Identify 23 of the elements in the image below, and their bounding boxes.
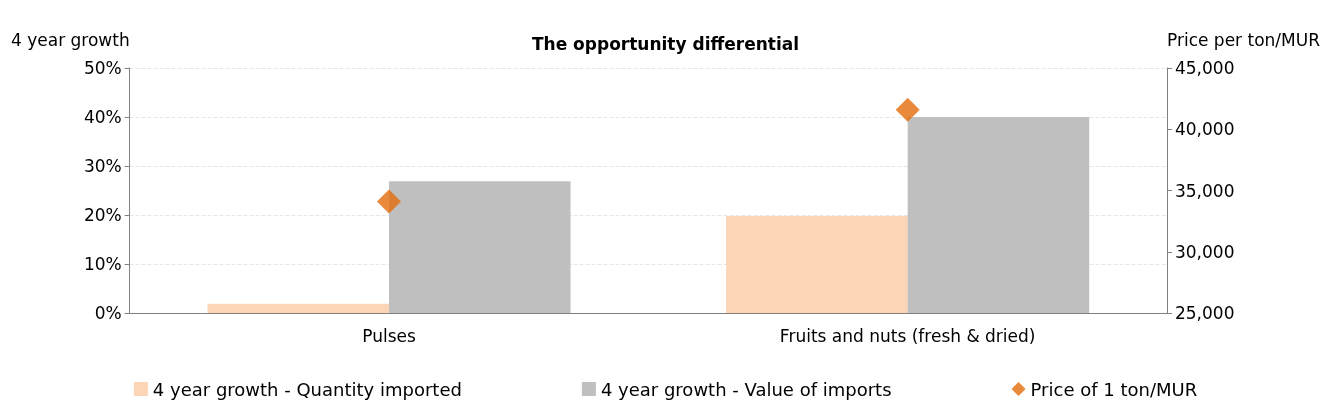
bar — [389, 181, 571, 313]
x-tick-label: Pulses — [362, 325, 416, 346]
y2-tick-label: 35,000 — [1174, 180, 1235, 201]
y2-tick-label: 25,000 — [1174, 303, 1235, 323]
x-tick-label: Fruits and nuts (fresh & dried) — [779, 325, 1036, 346]
legend-label: 4 year growth - Quantity imported — [152, 378, 462, 400]
legend-label: 4 year growth - Value of imports — [600, 378, 892, 400]
bar — [207, 303, 390, 313]
y-tick-label: 10% — [83, 254, 122, 274]
y-tick-label: 40% — [83, 107, 122, 127]
y-axis-title: 4 year growth — [11, 29, 130, 50]
y-tick-label: 0% — [94, 303, 122, 323]
y2-tick-label: 45,000 — [1174, 58, 1235, 78]
y-tick-label: 30% — [83, 156, 122, 176]
y2-axis-title: Price per ton/MUR — [1166, 29, 1321, 50]
y2-tick-label: 40,000 — [1174, 119, 1235, 140]
bar — [726, 215, 908, 313]
y2-tick-label: 30,000 — [1174, 241, 1235, 262]
chart-title: The opportunity differential — [531, 33, 800, 54]
y-tick-label: 20% — [83, 205, 122, 225]
bar — [907, 117, 1090, 313]
y-tick-label: 50% — [83, 58, 122, 78]
legend-label: Price of 1 ton/MUR — [1030, 378, 1198, 400]
